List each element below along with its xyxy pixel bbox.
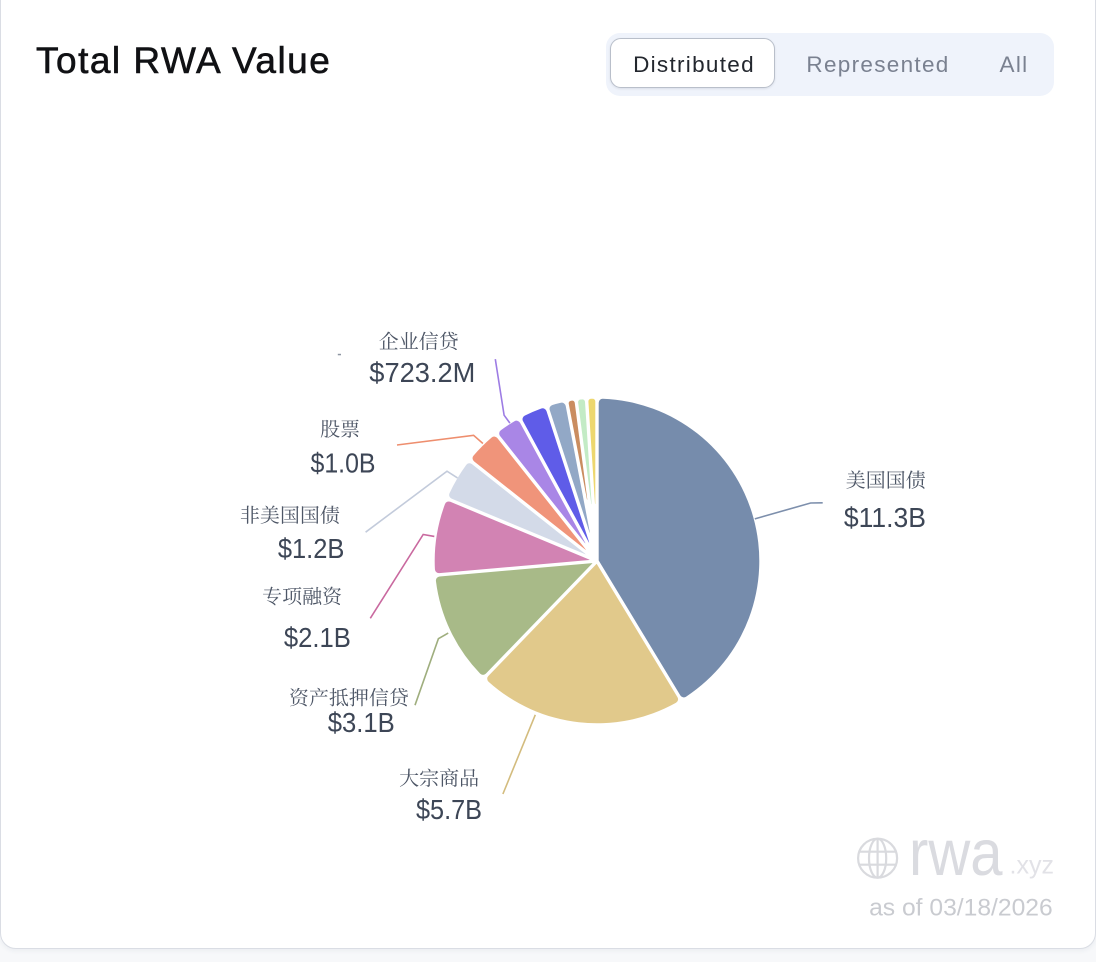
svg-text:as of 03/18/2026: as of 03/18/2026 [869, 894, 1053, 921]
svg-text:$723.2M: $723.2M [369, 357, 475, 388]
svg-text:$3.1B: $3.1B [328, 707, 395, 738]
svg-text:.xyz: .xyz [1010, 851, 1054, 879]
svg-text:$1.2B: $1.2B [278, 533, 345, 564]
svg-text:$11.3B: $11.3B [844, 502, 926, 533]
svg-text:$2.1B: $2.1B [284, 622, 351, 653]
svg-text:$5.7B: $5.7B [416, 794, 482, 825]
svg-text:rwa: rwa [909, 816, 1003, 889]
svg-text:$1.0B: $1.0B [311, 448, 376, 479]
